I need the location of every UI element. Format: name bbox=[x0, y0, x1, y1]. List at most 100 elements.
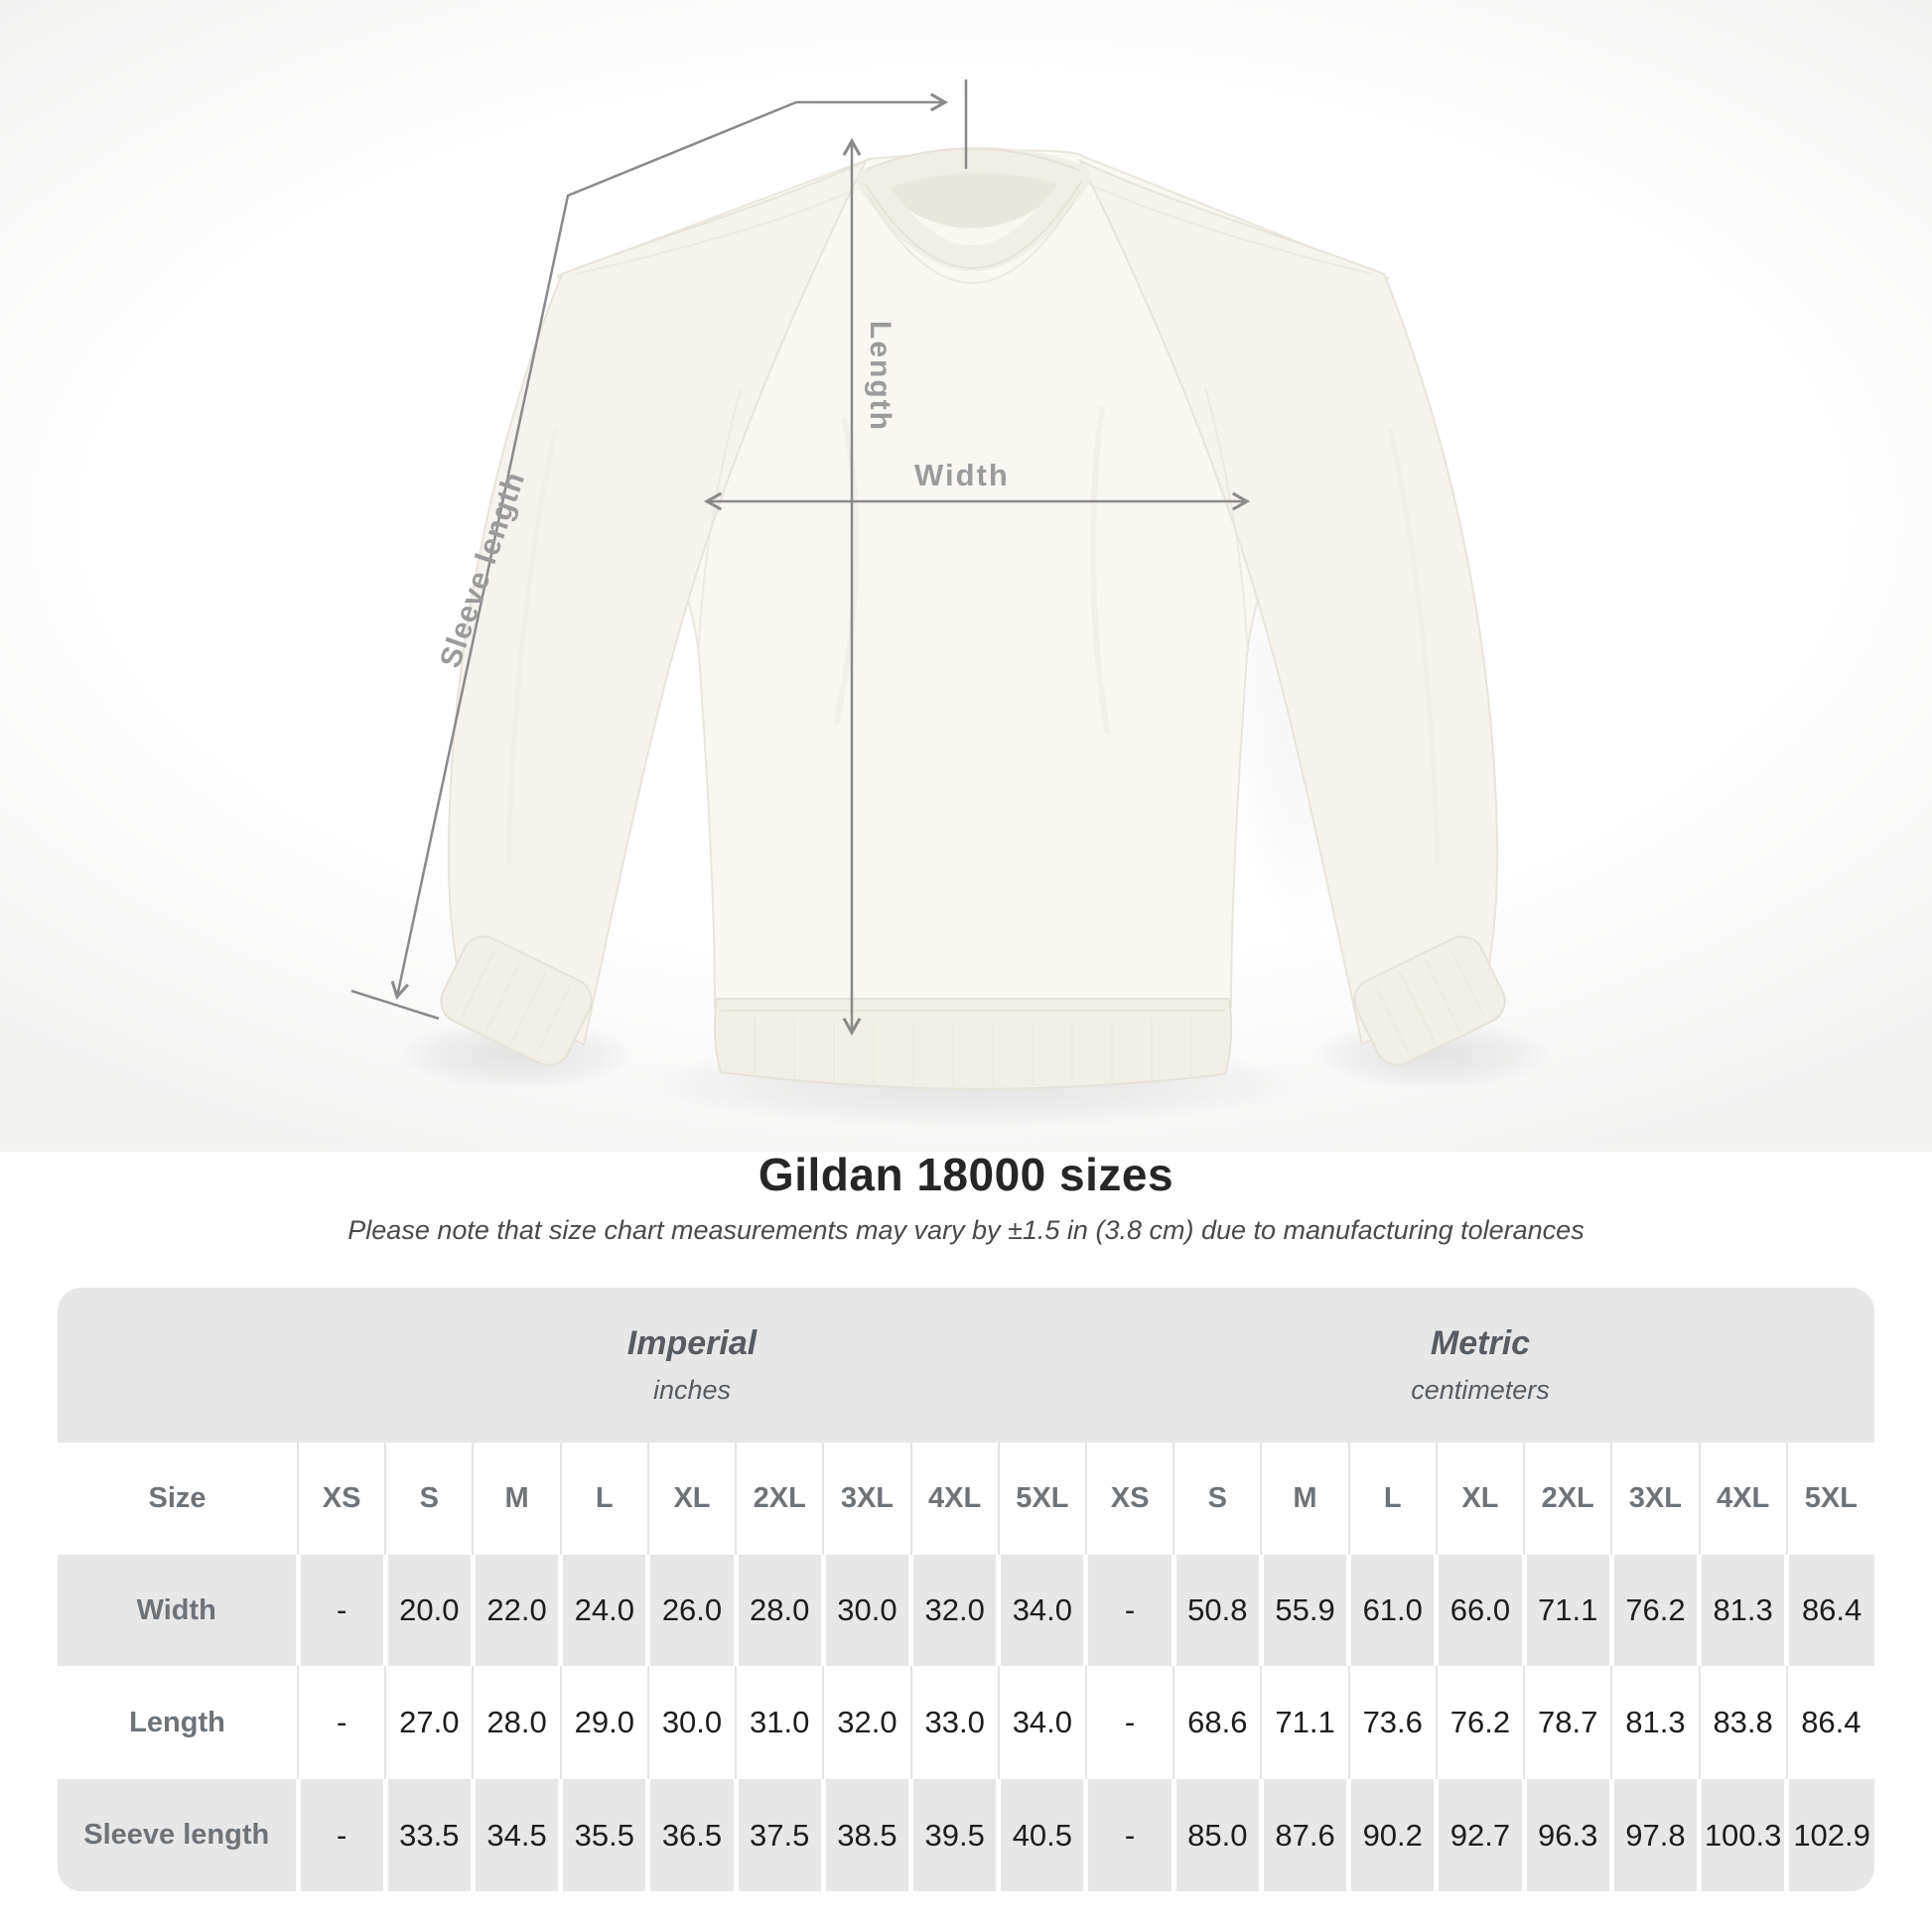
collar bbox=[857, 146, 1091, 284]
measurement-cell: 96.3 bbox=[1524, 1779, 1614, 1891]
measurement-cell: 86.4 bbox=[1786, 1554, 1874, 1667]
page-title: Gildan 18000 sizes bbox=[758, 1149, 1174, 1200]
left-cuff-rib bbox=[440, 935, 593, 1066]
measurement-cell: - bbox=[1085, 1779, 1176, 1891]
measurement-cell: 40.5 bbox=[998, 1779, 1089, 1891]
seam-lines bbox=[575, 180, 1373, 648]
page-subtitle: Please note that size chart measurements… bbox=[347, 1215, 1585, 1245]
measurement-cell: 28.0 bbox=[473, 1666, 562, 1780]
unit-group-sublabel: centimeters bbox=[1411, 1375, 1550, 1405]
measurement-cell: 22.0 bbox=[473, 1554, 564, 1667]
size-header: XS bbox=[1085, 1443, 1175, 1555]
measurement-cell: - bbox=[1085, 1666, 1175, 1780]
row-label: Sleeve length bbox=[58, 1779, 301, 1891]
measurement-cell: 78.7 bbox=[1524, 1666, 1613, 1780]
measurement-cell: 37.5 bbox=[736, 1779, 826, 1891]
measurement-cell: 85.0 bbox=[1173, 1779, 1264, 1891]
unit-group-imperial: Imperial inches bbox=[298, 1288, 1086, 1444]
size-header: S bbox=[1173, 1443, 1263, 1555]
measurement-cell: 73.6 bbox=[1348, 1666, 1438, 1780]
measurement-cell: 100.3 bbox=[1699, 1779, 1790, 1891]
measurement-cell: 39.5 bbox=[910, 1779, 1002, 1891]
length-measurement-label: Length bbox=[864, 321, 897, 432]
measurement-cell: 28.0 bbox=[736, 1554, 826, 1667]
measurement-cell: 86.4 bbox=[1786, 1666, 1874, 1780]
size-chart-table-container: Imperial inches Metric centimeters Size XS S M L… bbox=[58, 1288, 1874, 1891]
measurement-cell: 90.2 bbox=[1348, 1779, 1440, 1891]
measurement-cell: - bbox=[298, 1779, 388, 1891]
measurement-cell: 34.0 bbox=[998, 1554, 1089, 1667]
measurement-cell: 76.2 bbox=[1436, 1666, 1526, 1780]
size-chart-table: Imperial inches Metric centimeters Size XS S M L… bbox=[58, 1288, 1874, 1891]
waistband-rib bbox=[713, 998, 1233, 1090]
size-header: 4XL bbox=[1699, 1443, 1788, 1555]
measurement-cell: 33.5 bbox=[385, 1779, 476, 1891]
measurement-row: Width -20.0 22.0 24.0 26.0 28.0 30.0 32.0 34.0-5… bbox=[58, 1554, 1874, 1667]
width-measurement-label: Width bbox=[914, 458, 1010, 492]
measurement-lines bbox=[350, 79, 1251, 1036]
measurement-row: Length -27.0 28.0 29.0 30.0 31.0 32.0 33.0 34.0-… bbox=[58, 1666, 1874, 1780]
measurement-cell: 92.7 bbox=[1436, 1779, 1527, 1891]
measurement-cell: 83.8 bbox=[1699, 1666, 1788, 1780]
measurement-cell: 55.9 bbox=[1261, 1554, 1352, 1667]
size-header-row: Size XS S M L XL 2XL 3XL 4XL 5XL XS S M L XL 2XL 3XL 4XL 5… bbox=[58, 1443, 1874, 1555]
size-header: S bbox=[385, 1443, 475, 1555]
measurement-cell: - bbox=[1085, 1554, 1176, 1667]
measurement-cell: 97.8 bbox=[1611, 1779, 1703, 1891]
unit-band-row: Imperial inches Metric centimeters bbox=[58, 1288, 1874, 1444]
measurement-cell: 38.5 bbox=[823, 1779, 914, 1891]
cuff-tick-line bbox=[350, 989, 440, 1021]
unit-group-metric: Metric centimeters bbox=[1085, 1288, 1874, 1444]
measurement-cell: 34.5 bbox=[473, 1779, 564, 1891]
measurement-cell: 76.2 bbox=[1611, 1554, 1703, 1667]
size-header: 5XL bbox=[1786, 1443, 1874, 1555]
unit-group-label: Metric bbox=[1430, 1324, 1531, 1362]
sweatshirt-right-sleeve bbox=[1077, 158, 1499, 1046]
measurement-cell: 31.0 bbox=[736, 1666, 825, 1780]
measurement-cell: 50.8 bbox=[1173, 1554, 1264, 1667]
size-header: 4XL bbox=[910, 1443, 1000, 1555]
measurement-cell: 30.0 bbox=[647, 1666, 738, 1780]
size-column-header: Size bbox=[58, 1443, 299, 1555]
size-header: XL bbox=[1436, 1443, 1526, 1555]
size-header: M bbox=[473, 1443, 562, 1555]
row-label: Length bbox=[58, 1666, 299, 1780]
measurement-cell: 32.0 bbox=[823, 1666, 912, 1780]
measurement-cell: 68.6 bbox=[1173, 1666, 1263, 1780]
measurement-cell: 33.0 bbox=[910, 1666, 1000, 1780]
measurement-cell: 26.0 bbox=[647, 1554, 739, 1667]
size-header: 5XL bbox=[998, 1443, 1087, 1555]
size-header: 3XL bbox=[823, 1443, 912, 1555]
measurement-cell: 87.6 bbox=[1261, 1779, 1352, 1891]
measurement-row: Sleeve length -33.5 34.5 35.5 36.5 37.5 38.5 39… bbox=[58, 1779, 1874, 1891]
unit-group-sublabel: inches bbox=[652, 1375, 731, 1405]
size-header: XS bbox=[298, 1443, 387, 1555]
size-header: 2XL bbox=[736, 1443, 825, 1555]
measurement-cell: 36.5 bbox=[647, 1779, 739, 1891]
measurement-cell: 35.5 bbox=[560, 1779, 651, 1891]
measurement-cell: 71.1 bbox=[1524, 1554, 1614, 1667]
measurement-cell: - bbox=[298, 1666, 387, 1780]
measurement-cell: 34.0 bbox=[998, 1666, 1087, 1780]
measurement-cell: 71.1 bbox=[1261, 1666, 1350, 1780]
size-header: XL bbox=[647, 1443, 738, 1555]
sleeve-length-line bbox=[390, 100, 797, 1001]
measurement-cell: 30.0 bbox=[823, 1554, 914, 1667]
measurement-cell: 61.0 bbox=[1348, 1554, 1440, 1667]
size-header: L bbox=[560, 1443, 649, 1555]
measurement-cell: 29.0 bbox=[560, 1666, 649, 1780]
measurement-cell: 32.0 bbox=[910, 1554, 1002, 1667]
size-header: 3XL bbox=[1611, 1443, 1701, 1555]
measurement-cell: 24.0 bbox=[560, 1554, 651, 1667]
size-header: M bbox=[1261, 1443, 1350, 1555]
unit-group-label: Imperial bbox=[626, 1324, 758, 1362]
sweatshirt-diagram: Length Width Sleeve length bbox=[0, 0, 1932, 1152]
sweatshirt-illustration bbox=[350, 79, 1551, 1128]
measurement-cell: 81.3 bbox=[1611, 1666, 1701, 1780]
measurement-cell: 20.0 bbox=[385, 1554, 476, 1667]
row-label: Width bbox=[58, 1554, 301, 1667]
right-cuff-rib bbox=[1353, 935, 1506, 1066]
title-block: Gildan 18000 sizes Please note that size… bbox=[0, 1148, 1932, 1246]
unit-band-spacer bbox=[58, 1288, 298, 1444]
